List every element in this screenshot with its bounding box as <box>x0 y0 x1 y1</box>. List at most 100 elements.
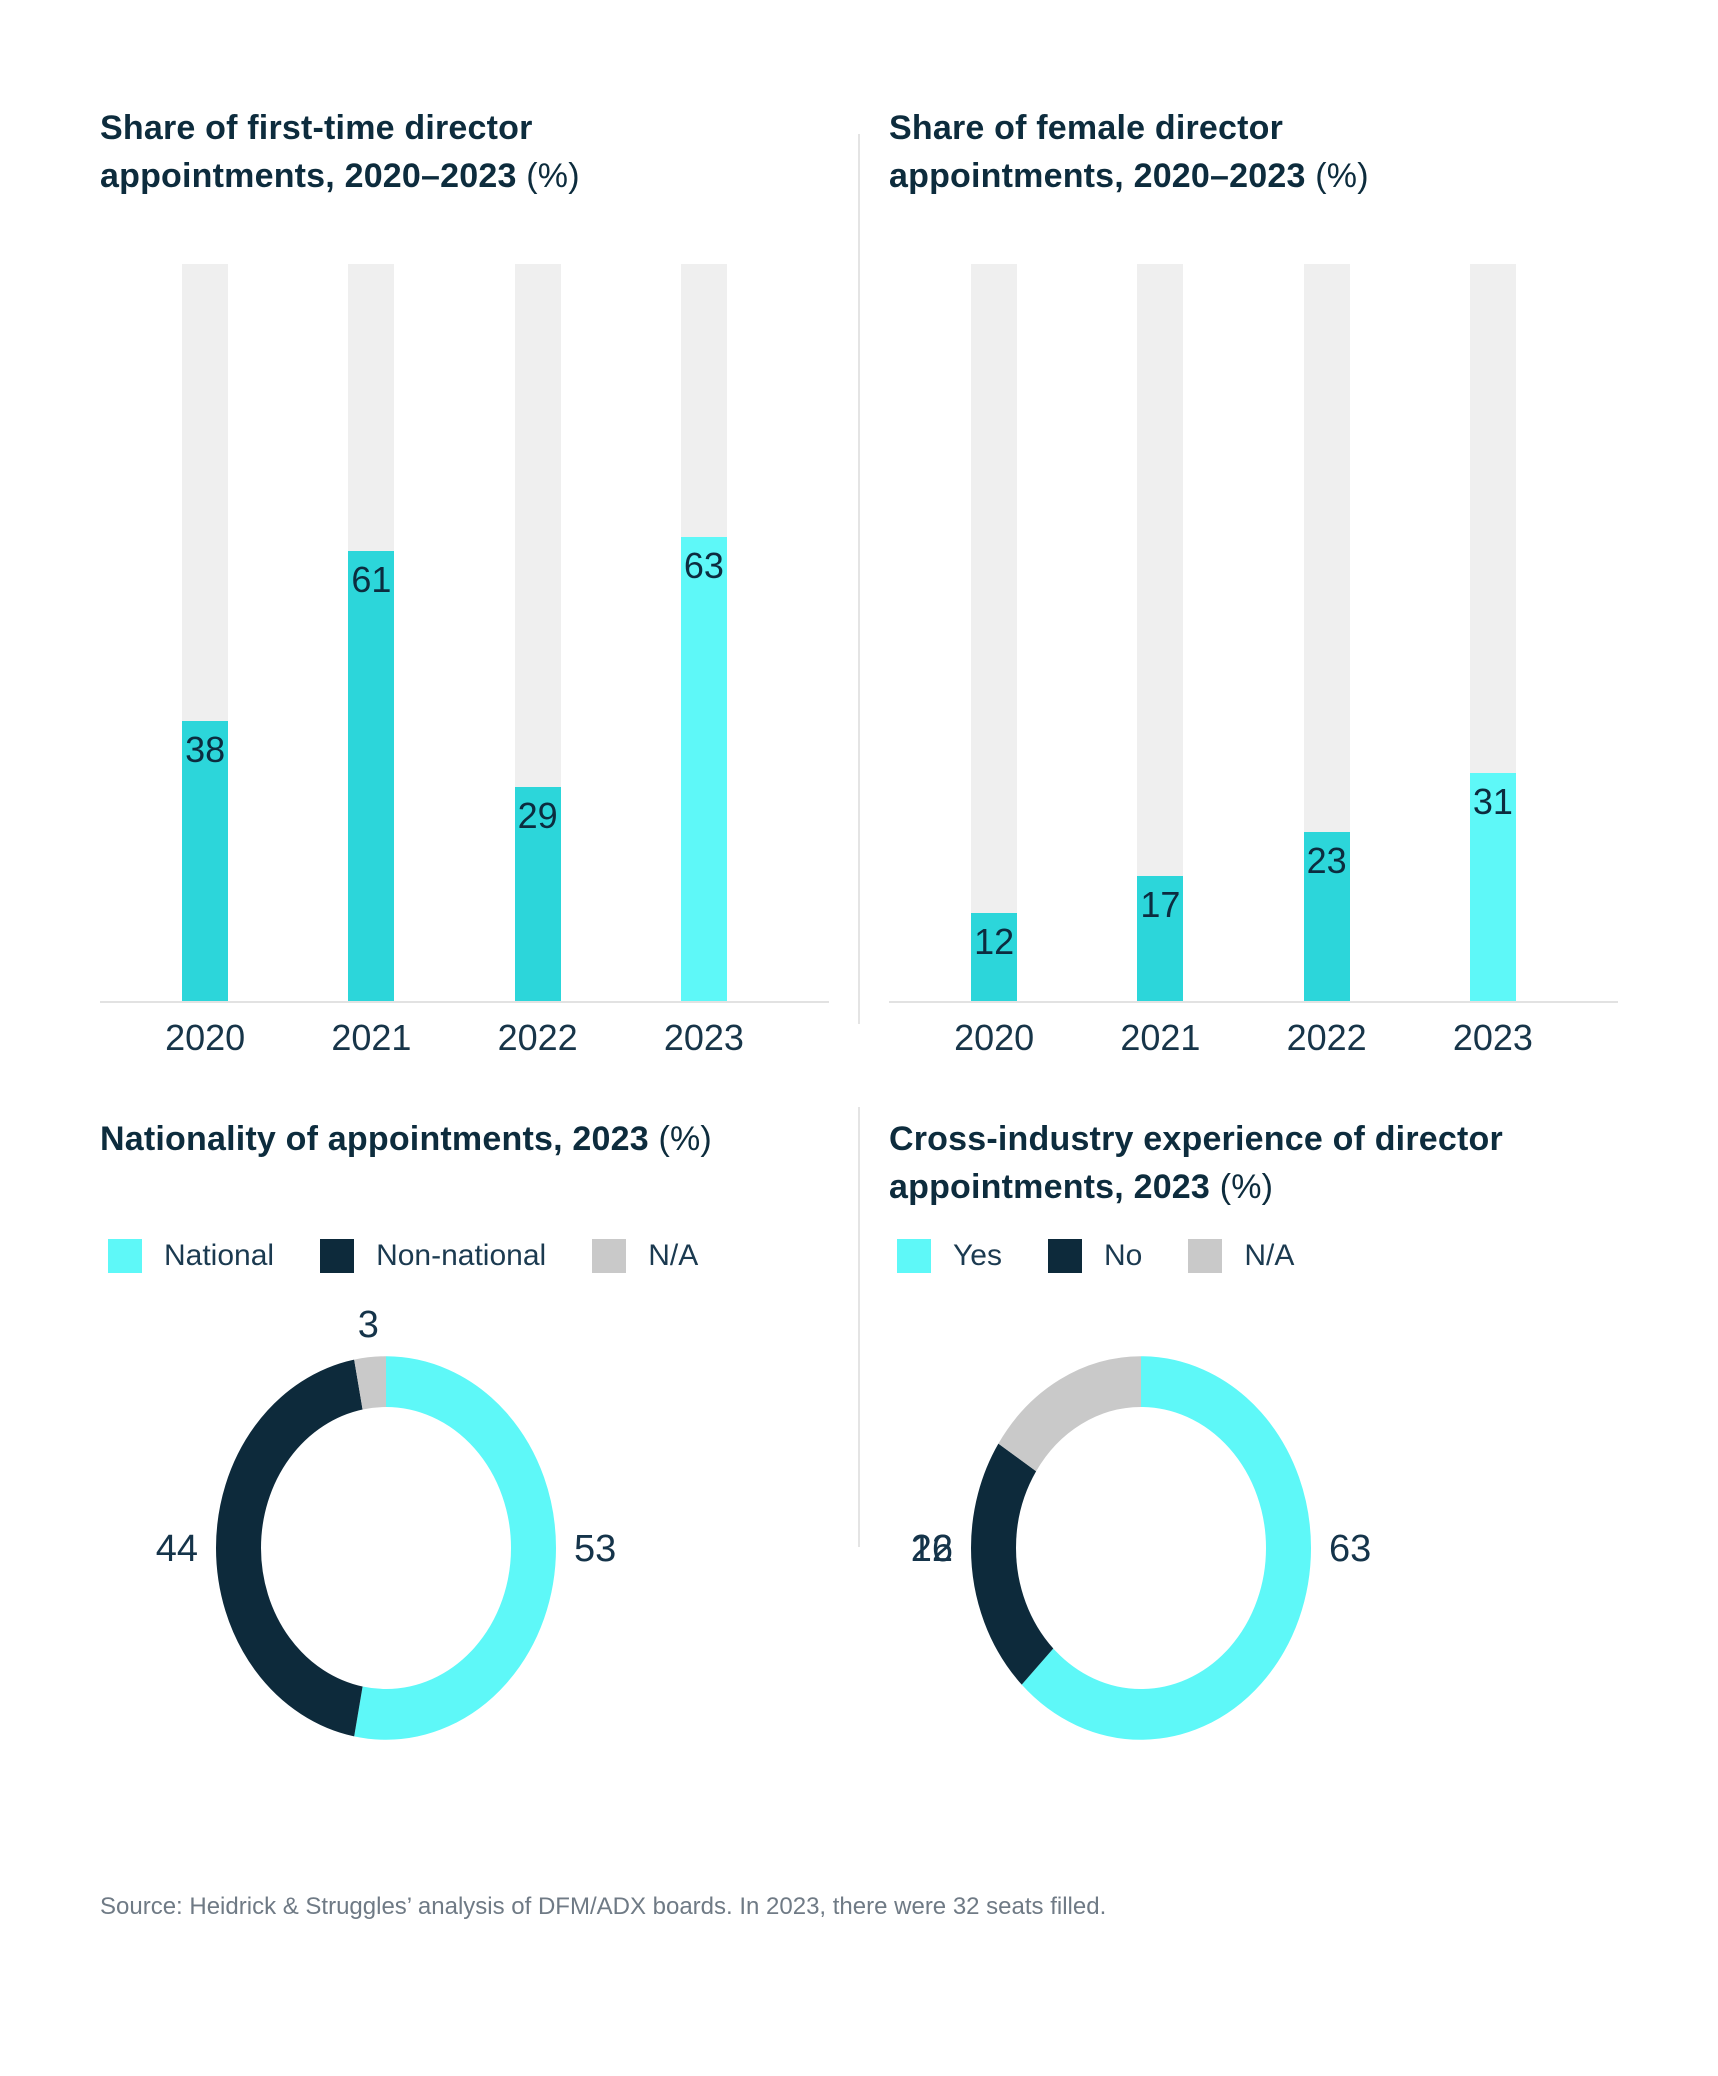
top-charts-row: Share of first-time director appointment… <box>100 104 1618 1059</box>
donut-chart-nationality: Nationality of appointments, 2023 (%) Na… <box>100 1115 829 1803</box>
bar-value-label: 31 <box>1472 780 1513 822</box>
bar-value-label: 17 <box>1140 883 1181 925</box>
bar-group: 12 17 23 31 <box>911 264 1576 1001</box>
legend-item: National <box>108 1239 274 1273</box>
bar-value-label: 29 <box>517 795 558 837</box>
bar-column: 29 <box>455 264 621 1001</box>
bar: 63 <box>680 536 727 1001</box>
donut-segment-n-a <box>216 1356 556 1740</box>
donut-segment-no <box>971 1356 1311 1740</box>
bar-value-label: 63 <box>683 544 724 586</box>
chart-title-unit: (%) <box>1315 157 1369 195</box>
bar: 23 <box>1303 831 1350 1001</box>
bar: 29 <box>514 787 561 1001</box>
bar-track: 12 <box>971 264 1018 1001</box>
bar-column: 38 <box>122 264 288 1001</box>
bar-column: 12 <box>911 264 1077 1001</box>
bar-value-label: 38 <box>185 728 226 770</box>
donut-chart-cross-industry: Cross-industry experience of director ap… <box>889 1115 1618 1803</box>
chart-legend: National Non-national N/A <box>100 1239 829 1273</box>
x-axis-tick-label: 2021 <box>331 1017 412 1058</box>
donut-chart: 53 44 3 <box>156 1304 616 1740</box>
donut-value-label: 53 <box>574 1528 616 1570</box>
vertical-divider <box>858 134 860 1024</box>
donut-value-label: 44 <box>156 1528 198 1570</box>
x-axis-tick-label: 2020 <box>165 1017 246 1058</box>
legend-item: Yes <box>897 1239 1002 1273</box>
donut-value-label: 16 <box>911 1528 953 1570</box>
x-axis-tick-label: 2022 <box>497 1017 578 1058</box>
x-axis-tick-label: 2021 <box>1120 1017 1201 1058</box>
x-axis-line <box>100 1001 829 1003</box>
donut-value-label: 63 <box>1329 1528 1371 1570</box>
legend-swatch <box>1047 1239 1082 1273</box>
bar-track: 63 <box>680 264 727 1001</box>
bar-track: 23 <box>1303 264 1350 1001</box>
bar: 31 <box>1469 772 1516 1001</box>
chart-title-unit: (%) <box>1219 1168 1274 1206</box>
legend-label: Non-national <box>376 1239 547 1272</box>
x-axis-labels: 2020 2021 2022 2023 <box>122 1017 787 1059</box>
legend-item: Non-national <box>320 1239 546 1273</box>
chart-title: Share of female director appointments, 2… <box>889 104 1618 200</box>
donut-value-label: 22 <box>911 1528 953 1570</box>
bar-chart-female-directors: Share of female director appointments, 2… <box>889 104 1618 1059</box>
chart-title-unit: (%) <box>526 157 580 195</box>
x-axis-tick-label: 2020 <box>954 1017 1035 1058</box>
legend-item: No <box>1047 1239 1143 1273</box>
x-axis-tick-label: 2023 <box>663 1017 744 1058</box>
bar-track: 61 <box>348 264 395 1001</box>
legend-item: N/A <box>1188 1239 1294 1273</box>
bar-column: 17 <box>1077 264 1243 1001</box>
chart-title-text: Share of female director appointments, 2… <box>889 109 1306 195</box>
chart-title: Nationality of appointments, 2023 (%) <box>100 1115 829 1211</box>
legend-label: N/A <box>1244 1239 1295 1272</box>
x-axis-labels: 2020 2021 2022 2023 <box>911 1017 1576 1059</box>
donut-value-label: 3 <box>358 1304 379 1346</box>
x-axis-line <box>889 1001 1618 1003</box>
bar: 12 <box>971 912 1018 1001</box>
bar: 61 <box>348 551 395 1001</box>
bar-value-label: 61 <box>351 559 392 601</box>
bar-group: 38 61 29 63 <box>122 264 787 1001</box>
x-axis-tick-label: 2023 <box>1452 1017 1533 1058</box>
legend-swatch <box>592 1239 627 1273</box>
bottom-charts-row: Nationality of appointments, 2023 (%) Na… <box>100 1107 1618 1803</box>
bar-column: 61 <box>288 264 454 1001</box>
chart-title-text: Cross-industry experience of director ap… <box>889 1120 1503 1206</box>
bar-value-label: 12 <box>974 920 1015 962</box>
bar-track: 17 <box>1137 264 1184 1001</box>
chart-title: Share of first-time director appointment… <box>100 104 829 200</box>
bar-value-label: 23 <box>1306 839 1347 881</box>
legend-item: N/A <box>592 1239 698 1273</box>
legend-swatch <box>320 1239 355 1273</box>
bar-track: 29 <box>514 264 561 1001</box>
bar: 17 <box>1137 875 1184 1001</box>
chart-title-unit: (%) <box>658 1120 712 1158</box>
chart-title-text: Share of first-time director appointment… <box>100 109 533 195</box>
legend-label: National <box>164 1239 275 1272</box>
bar-track: 38 <box>182 264 229 1001</box>
chart-title: Cross-industry experience of director ap… <box>889 1115 1618 1211</box>
bar-column: 31 <box>1410 264 1576 1001</box>
source-note: Source: Heidrick & Struggles’ analysis o… <box>100 1893 1107 1920</box>
bar-track: 31 <box>1469 264 1516 1001</box>
bar-chart-first-time-directors: Share of first-time director appointment… <box>100 104 829 1059</box>
chart-title-text: Nationality of appointments, 2023 <box>100 1120 649 1158</box>
bar: 38 <box>182 720 229 1001</box>
chart-legend: Yes No N/A <box>889 1239 1618 1273</box>
x-axis-tick-label: 2022 <box>1286 1017 1367 1058</box>
bar-column: 63 <box>621 264 787 1001</box>
legend-label: N/A <box>648 1239 699 1272</box>
legend-label: Yes <box>953 1239 1002 1272</box>
donut-segment-n-a <box>971 1356 1311 1740</box>
legend-swatch <box>108 1239 142 1273</box>
donut-segment-non-national <box>216 1356 556 1740</box>
vertical-divider <box>858 1107 860 1547</box>
infographic-page: Share of first-time director appointment… <box>100 104 1618 1920</box>
legend-label: No <box>1103 1239 1143 1272</box>
bar-column: 23 <box>1244 264 1410 1001</box>
legend-swatch <box>897 1239 931 1273</box>
legend-swatch <box>1188 1239 1223 1273</box>
